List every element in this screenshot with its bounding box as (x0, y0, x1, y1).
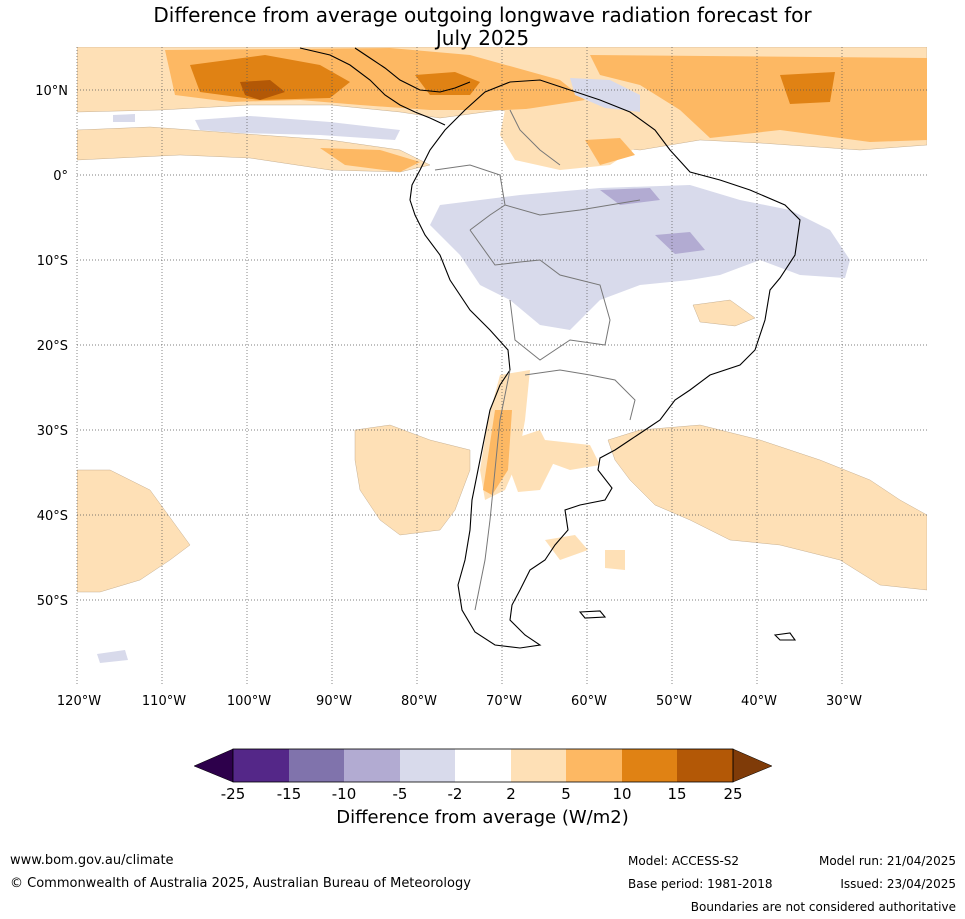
colorbar-segment (233, 749, 289, 782)
lat-label: 50°S (37, 594, 68, 609)
colorbar-high-arrow (732, 748, 773, 783)
colorbar-segment (289, 749, 344, 782)
lon-label: 70°W (486, 694, 522, 709)
colorbar-segment (566, 749, 622, 782)
central-america-coastline (354, 47, 471, 93)
lon-label: 30°W (826, 694, 862, 709)
lon-label: 110°W (142, 694, 186, 709)
anomaly-region (570, 78, 640, 112)
model-run-text: Model run: 21/04/2025 (818, 854, 956, 868)
title-line-1: Difference from average outgoing longwav… (153, 3, 812, 27)
copyright-text: © Commonwealth of Australia 2025, Austra… (10, 876, 471, 891)
anomaly-region (607, 424, 927, 591)
colorbar-segment (511, 749, 566, 782)
anomaly-region (605, 550, 625, 570)
issued-text: Issued: 23/04/2025 (840, 877, 956, 891)
anomaly-region (97, 650, 128, 663)
anomaly-region (113, 114, 135, 122)
base-period-text: Base period: 1981-2018 (628, 877, 773, 891)
colorbar-tick: 25 (723, 785, 742, 803)
anomaly-region (655, 232, 705, 254)
map-title: Difference from average outgoing longwav… (0, 4, 965, 50)
colorbar-tick: -10 (332, 785, 357, 803)
anomaly-region (585, 138, 635, 165)
lat-label: 30°S (37, 424, 68, 439)
lat-label: 10°S (37, 254, 68, 269)
lon-label: 80°W (401, 694, 437, 709)
lon-label: 90°W (316, 694, 352, 709)
colorbar-segment (400, 749, 455, 782)
colorbar-tick: -2 (448, 785, 463, 803)
title-line-2: July 2025 (435, 26, 530, 50)
central-america-coastline (299, 47, 446, 126)
colorbar-tick: -5 (393, 785, 408, 803)
colorbar: -25 -15 -10 -5 -2 2 5 10 15 25 (193, 748, 773, 803)
gridlines (76, 47, 927, 685)
colorbar-tick: -25 (221, 785, 246, 803)
colorbar-segment (344, 749, 400, 782)
anomaly-region (590, 55, 927, 142)
island (578, 610, 607, 619)
colorbar-segment (677, 749, 733, 782)
island (773, 632, 797, 641)
lon-label: 100°W (227, 694, 271, 709)
colorbar-tick: 2 (506, 785, 516, 803)
anomaly-region (354, 424, 471, 536)
website-link[interactable]: www.bom.gov.au/climate (10, 853, 174, 868)
colorbar-segment (622, 749, 677, 782)
colorbar-tick: 10 (612, 785, 631, 803)
anomaly-region (190, 55, 350, 100)
lat-label: 10°N (35, 84, 68, 99)
borders (434, 109, 641, 611)
lon-label: 50°W (656, 694, 692, 709)
colorbar-low-arrow (193, 748, 234, 783)
lon-label: 120°W (57, 694, 101, 709)
lat-label: 40°S (37, 509, 68, 524)
anomaly-region (545, 440, 600, 470)
lon-label: 40°W (741, 694, 777, 709)
longitude-labels: 120°W 110°W 100°W 90°W 80°W 70°W 60°W 50… (57, 694, 862, 709)
lat-label: 0° (53, 169, 68, 184)
colorbar-tick: 5 (561, 785, 571, 803)
anomaly-region (240, 80, 285, 100)
south-america-coastline (409, 79, 801, 649)
anomaly-region (600, 188, 660, 205)
colorbar-tick: 15 (667, 785, 686, 803)
anomaly-region (692, 299, 756, 327)
anomaly-region (320, 148, 420, 172)
anomaly-region (483, 410, 512, 495)
anomaly-region (430, 185, 850, 330)
anomaly-region (545, 535, 588, 560)
disclaimer-text: Boundaries are not considered authoritat… (690, 900, 956, 914)
latitude-labels: 10°N 0° 10°S 20°S 30°S 40°S 50°S (35, 84, 68, 609)
anomaly-region (780, 72, 835, 104)
lat-label: 20°S (37, 339, 68, 354)
anomaly-region (415, 72, 480, 95)
coastlines (299, 47, 801, 649)
colorbar-segment (455, 749, 511, 782)
anomaly-region (510, 430, 555, 492)
anomaly-field (77, 47, 927, 663)
colorbar-title: Difference from average (W/m2) (336, 807, 629, 828)
anomaly-region (195, 116, 400, 140)
anomaly-region (77, 469, 191, 593)
lon-label: 60°W (571, 694, 607, 709)
model-text: Model: ACCESS-S2 (628, 854, 740, 868)
colorbar-tick: -15 (277, 785, 302, 803)
